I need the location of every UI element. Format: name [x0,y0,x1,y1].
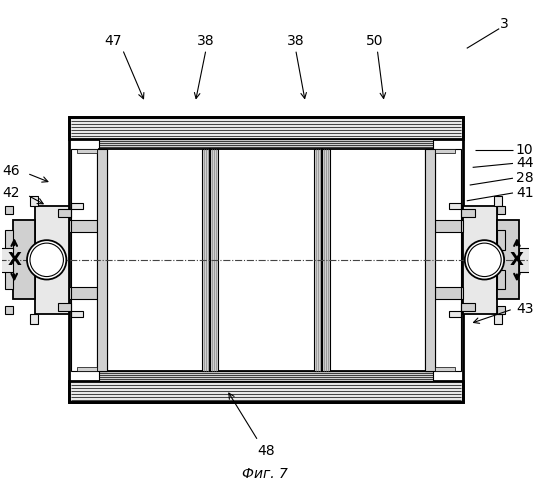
Bar [70,381,463,402]
Bar [461,208,475,216]
Bar [322,148,433,371]
Bar [70,117,463,139]
Bar [0,248,13,272]
Bar [461,303,475,311]
Bar [497,220,519,299]
Text: 50: 50 [365,34,383,48]
Bar [30,196,38,205]
Bar [497,206,505,214]
Bar [519,248,533,272]
Text: 44: 44 [516,156,533,170]
Bar [58,208,71,216]
Bar [494,314,502,324]
Text: 3: 3 [500,16,508,30]
Text: 46: 46 [3,164,20,178]
Bar [449,203,461,208]
Text: 10: 10 [516,142,533,156]
Bar [497,270,505,289]
Bar [314,148,322,371]
Bar [70,117,463,403]
Bar [5,206,13,214]
Bar [70,288,99,299]
Bar [77,148,97,152]
Circle shape [465,240,504,280]
Bar [494,196,502,205]
Bar [463,206,497,314]
Bar [99,148,106,371]
Text: 43: 43 [516,302,533,316]
Text: X: X [510,251,524,269]
Bar [99,371,433,381]
Bar [99,148,210,371]
Bar [71,311,83,317]
Text: 41: 41 [516,186,533,200]
Bar [425,148,435,371]
Bar [5,230,13,250]
Text: 38: 38 [197,34,215,48]
Circle shape [468,243,501,276]
Text: 38: 38 [287,34,304,48]
Text: 42: 42 [3,186,20,200]
Bar [202,148,210,371]
Bar [435,148,455,152]
Bar [77,367,97,371]
Circle shape [27,240,66,280]
Bar [433,220,463,232]
Bar [210,148,218,371]
Bar [210,148,322,371]
Bar [35,206,70,314]
Bar [425,148,433,371]
Bar [5,306,13,314]
Text: 48: 48 [257,444,275,458]
Bar [322,148,330,371]
Bar [497,230,505,250]
Bar [97,148,106,371]
Bar [71,203,83,208]
Bar [70,220,99,232]
Bar [30,314,38,324]
Bar [99,139,433,148]
Bar [58,303,71,311]
Bar [71,148,97,371]
Bar [435,367,455,371]
Text: 28: 28 [516,171,533,185]
Bar [497,306,505,314]
Bar [449,311,461,317]
Bar [433,288,463,299]
Text: Фиг. 7: Фиг. 7 [242,468,288,481]
Bar [435,148,461,371]
Bar [5,270,13,289]
Bar [13,220,35,299]
Text: 47: 47 [104,34,121,48]
Text: X: X [7,251,21,269]
Circle shape [30,243,64,276]
